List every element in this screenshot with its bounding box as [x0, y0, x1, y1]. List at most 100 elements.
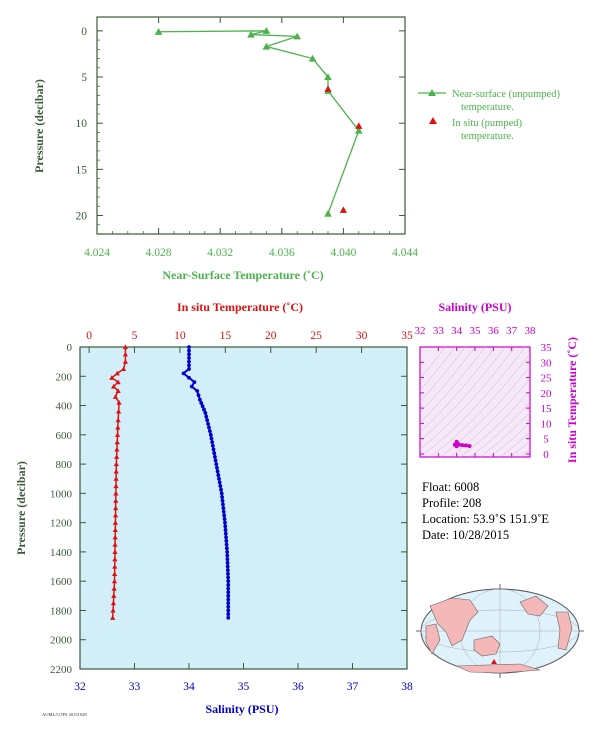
profile-temperature-point [109, 375, 115, 380]
profile-pressure-tick-label: 1400 [50, 547, 73, 559]
top-y-tick-label: 20 [76, 211, 88, 223]
near-surface-point [262, 27, 271, 34]
profile-salinity-point [224, 539, 229, 543]
profile-salinity-point [220, 495, 225, 499]
profile-pressure-tick-label: 2000 [50, 635, 73, 647]
profile-temperature-point [115, 379, 121, 385]
profile-salinity-point [224, 542, 229, 547]
top-y-tick-label: 5 [81, 72, 87, 84]
profile-salinity-point [214, 462, 219, 466]
ts-density-contour [420, 347, 456, 391]
legend-in-situ-label-1: In situ (pumped) [452, 118, 522, 129]
profile-salinity-point [225, 557, 230, 562]
profile-pressure-tick-label: 200 [56, 371, 73, 383]
profile-bottom-axis-label: Salinity (PSU) [205, 702, 278, 716]
map-edge-ticks [416, 584, 584, 678]
profile-salinity-point [196, 393, 201, 398]
depth-profile-chart: 0 5 10 15 20 25 30 35 32 33 34 35 36 37 38 0 200 400 600… [14, 300, 413, 716]
ts-profile-point [467, 444, 472, 448]
profile-plot-area [79, 346, 408, 670]
profile-salinity-point [226, 597, 231, 602]
ts-top-label: Salinity (PSU) [438, 300, 511, 314]
map-land [425, 595, 573, 674]
profile-salinity-point [215, 469, 220, 474]
profile-salinity-point [217, 480, 222, 485]
profile-salinity-point [221, 506, 226, 510]
profile-temperature-point [113, 498, 119, 503]
ts-temp-tick-label: 35 [541, 342, 553, 354]
profile-pressure-ticks: 0 200 400 600 800 1000 1200 1400 1600 1800 2000 220… [50, 342, 407, 676]
ts-sal-tick-label: 33 [433, 325, 445, 337]
profile-series-marks [109, 344, 231, 620]
ts-density-contour [479, 412, 530, 457]
profile-salinity-ticks: 32 33 34 35 36 37 38 [74, 663, 413, 693]
info-date: Date: 10/28/2015 [422, 528, 509, 542]
profile-temperature-point [112, 520, 119, 525]
profile-temperature-point [121, 366, 127, 372]
profile-salinity-point [226, 608, 231, 613]
profile-salinity-point [187, 345, 191, 349]
ts-density-contour [420, 347, 526, 457]
profile-temperature-point [113, 490, 119, 496]
ts-density-contour [459, 390, 530, 457]
profile-temperature-point [112, 394, 119, 399]
ts-density-contour [420, 347, 446, 380]
legend-near-surface-marker [428, 89, 436, 96]
profile-salinity-point [198, 397, 202, 402]
profile-salinity-point [226, 575, 231, 580]
float-info-block: Float: 6008 Profile: 208 Location: 53.9˚… [422, 480, 549, 542]
top-y-tick-label: 0 [81, 26, 87, 38]
legend-in-situ-label-2: temperature. [461, 131, 514, 142]
profile-y-axis-label: Pressure (decibar) [14, 461, 28, 555]
top-x-tick-label: 4.032 [207, 247, 233, 259]
profile-salinity-point [219, 491, 224, 496]
ts-density-contour [489, 422, 530, 457]
profile-salinity-point [206, 421, 210, 426]
profile-temp-tick-label: 30 [356, 330, 368, 342]
profile-salinity-point [225, 553, 230, 558]
in-situ-point [324, 85, 332, 92]
top-x-tick-label: 4.040 [330, 247, 356, 259]
top-plot-frame [96, 16, 406, 235]
profile-salinity-point [225, 550, 230, 554]
near-surface-point [293, 32, 301, 40]
profile-salinity-point [224, 535, 228, 540]
profile-temperature-point [110, 607, 116, 613]
top-x-ticks: 4.024 4.028 4.032 4.036 4.040 4.044 [84, 17, 418, 259]
ts-sal-tick-label: 32 [415, 325, 426, 337]
profile-salinity-point [226, 612, 231, 617]
info-profile: Profile: 208 [422, 496, 481, 510]
profile-salinity-point [215, 465, 219, 470]
top-y-ticks: 0 5 10 15 20 [76, 26, 405, 235]
profile-temperature-point [112, 512, 119, 518]
in-situ-point [355, 122, 363, 129]
ts-sal-tick-label: 34 [451, 325, 463, 337]
near-surface-temperature-chart: 4.024 4.028 4.032 4.036 4.040 4.044 05101520 … [32, 16, 560, 282]
profile-salinity-point [187, 348, 191, 353]
top-y-tick-label: 15 [76, 164, 88, 176]
profile-temperature-point [112, 571, 118, 576]
profile-salinity-point [226, 601, 231, 606]
profile-salinity-point [221, 502, 225, 507]
profile-sal-tick-label: 37 [347, 681, 359, 693]
profile-salinity-point [225, 560, 230, 565]
profile-salinity-point [204, 414, 209, 419]
profile-temperature-point [113, 476, 119, 481]
top-y-axis-label: Pressure (decibar) [32, 79, 46, 173]
profile-sal-tick-label: 34 [183, 681, 195, 693]
profile-salinity-point [226, 590, 231, 595]
profile-salinity-point [220, 498, 225, 503]
profile-sal-tick-label: 35 [238, 681, 250, 693]
profile-salinity-point [207, 429, 212, 434]
profile-temperature-point [114, 370, 120, 376]
profile-pressure-tick-label: 600 [56, 430, 73, 442]
profile-salinity-point [199, 401, 204, 405]
profile-temperature-point [112, 541, 118, 547]
near-surface-point [308, 54, 317, 62]
world-map-inset [416, 584, 584, 678]
profile-salinity-point [217, 476, 221, 481]
profile-temp-tick-label: 0 [86, 330, 92, 342]
profile-salinity-point [222, 517, 227, 521]
ts-density-contour [519, 449, 530, 457]
